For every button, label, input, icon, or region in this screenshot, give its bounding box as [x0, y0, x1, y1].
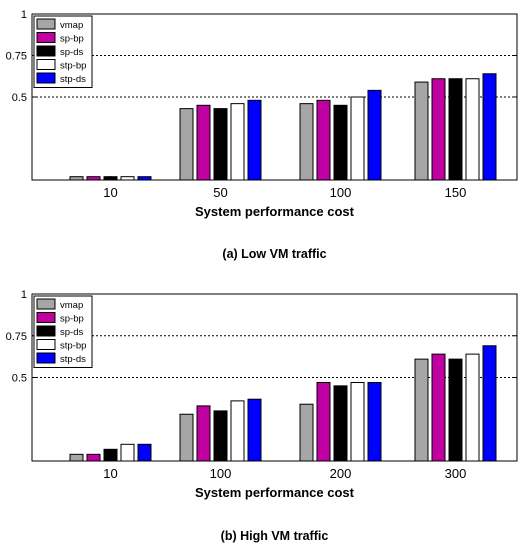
x-tick-label: 300 — [445, 466, 467, 481]
legend-swatch-sp-bp — [36, 312, 56, 323]
bar-stp-ds-10 — [137, 176, 152, 181]
legend-swatch-vmap — [36, 298, 56, 310]
y-tick-label: 0.5 — [12, 373, 27, 385]
bar-vmap-10 — [69, 176, 84, 181]
legend-label: sp-bp — [60, 314, 84, 325]
y-tick-label: 1 — [21, 9, 27, 21]
legend-swatch-stp-bp — [36, 339, 56, 350]
bar-stp-ds-50 — [247, 99, 262, 181]
bar-sp-ds-200 — [333, 385, 348, 462]
bar-stp-bp-150 — [465, 78, 480, 181]
y-tick-label: 0.75 — [6, 331, 27, 343]
bar-stp-ds-100 — [367, 89, 382, 181]
panel-caption: (a) Low VM traffic — [222, 247, 326, 261]
bar-stp-bp-200 — [350, 382, 365, 462]
bar-sp-bp-100 — [316, 99, 331, 181]
x-tick-label: 10 — [103, 185, 117, 200]
bar-sp-bp-10 — [86, 176, 101, 181]
bar-stp-ds-200 — [367, 382, 382, 462]
bar-vmap-10 — [69, 453, 84, 462]
y-tick-label: 0.5 — [12, 92, 27, 104]
bar-vmap-150 — [414, 81, 429, 181]
bar-sp-bp-300 — [431, 353, 446, 462]
bar-vmap-300 — [414, 358, 429, 462]
chart-panel-a: 0.5 0.75 1 10 50 100 150 System performance cos… — [6, 9, 518, 261]
legend-swatch-vmap — [36, 18, 56, 30]
chart-panel-b: 0.5 0.75 1 10 100 200 300 System performance co… — [6, 289, 518, 543]
legend-swatch-sp-ds — [36, 45, 56, 57]
legend-swatch-sp-ds — [36, 325, 56, 337]
legend-swatch-sp-bp — [36, 32, 56, 43]
legend-label: vmap — [60, 20, 83, 31]
bar-vmap-100 — [299, 103, 314, 181]
bar-sp-bp-10 — [86, 453, 101, 462]
bar-stp-bp-50 — [230, 103, 245, 181]
legend-label: stp-bp — [60, 341, 86, 352]
bar-sp-ds-100 — [213, 410, 228, 462]
bar-stp-ds-300 — [482, 345, 497, 462]
x-tick-label: 100 — [330, 185, 352, 200]
legend-label: sp-ds — [60, 327, 83, 338]
y-tick-label: 0.75 — [6, 51, 27, 63]
x-tick-label: 150 — [445, 185, 467, 200]
bar-stp-bp-100 — [350, 96, 365, 181]
bar-stp-bp-100 — [230, 400, 245, 462]
legend: vmap sp-bp sp-ds stp-bp stp-ds — [33, 15, 93, 88]
bar-vmap-100 — [179, 413, 194, 462]
legend-label: stp-bp — [60, 61, 86, 72]
legend-label: stp-ds — [60, 354, 86, 365]
bar-sp-ds-150 — [448, 78, 463, 181]
legend-swatch-stp-ds — [36, 352, 56, 364]
bar-stp-bp-10 — [120, 443, 135, 462]
legend-label: stp-ds — [60, 74, 86, 85]
legend-label: sp-bp — [60, 34, 84, 45]
bar-sp-bp-100 — [196, 405, 211, 462]
legend-label: vmap — [60, 300, 83, 311]
bar-stp-bp-10 — [120, 176, 135, 181]
bar-stp-bp-300 — [465, 353, 480, 462]
bar-sp-ds-50 — [213, 108, 228, 181]
x-axis-label: System performance cost — [195, 204, 355, 219]
bar-stp-ds-10 — [137, 443, 152, 462]
legend: vmap sp-bp sp-ds stp-bp stp-ds — [33, 295, 93, 368]
bar-sp-ds-300 — [448, 358, 463, 462]
bar-sp-bp-150 — [431, 78, 446, 181]
x-tick-label: 200 — [330, 466, 352, 481]
bar-stp-ds-100 — [247, 398, 262, 462]
panel-caption: (b) High VM traffic — [221, 529, 329, 543]
legend-label: sp-ds — [60, 47, 83, 58]
y-tick-label: 1 — [21, 289, 27, 301]
bar-stp-ds-150 — [482, 73, 497, 181]
bar-vmap-200 — [299, 403, 314, 462]
x-tick-label: 100 — [210, 466, 232, 481]
x-axis-label: System performance cost — [195, 485, 355, 500]
bar-vmap-50 — [179, 108, 194, 181]
x-tick-label: 50 — [213, 185, 227, 200]
bar-sp-bp-200 — [316, 382, 331, 462]
legend-swatch-stp-ds — [36, 72, 56, 84]
x-tick-label: 10 — [103, 466, 117, 481]
legend-swatch-stp-bp — [36, 59, 56, 70]
bar-sp-ds-100 — [333, 104, 348, 181]
bar-sp-bp-50 — [196, 104, 211, 181]
